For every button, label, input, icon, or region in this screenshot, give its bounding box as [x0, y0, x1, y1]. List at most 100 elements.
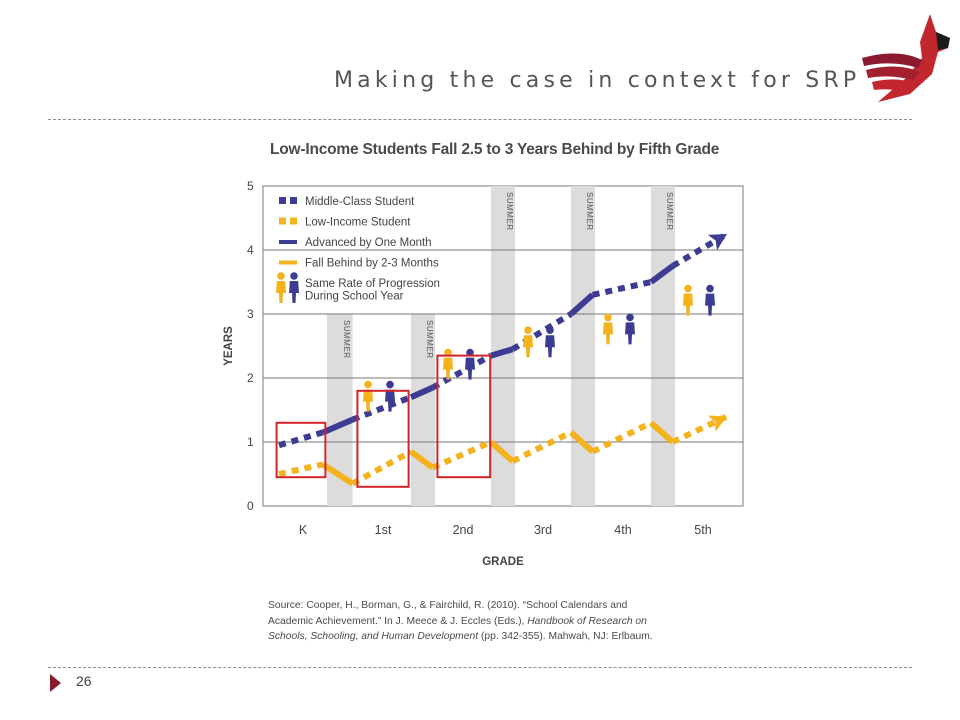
page-marker-icon [50, 674, 61, 692]
middle-class-student-icon-head [546, 326, 554, 334]
legend-label: Fall Behind by 2-3 Months [305, 258, 439, 270]
legend-low-income-figure-icon-head [277, 272, 285, 280]
middle-class-segment [591, 279, 652, 298]
summer-label: SUMMER [505, 192, 514, 231]
low-income-student-icon-head [524, 326, 532, 334]
y-tick-label: 0 [247, 499, 254, 513]
y-tick-label: 5 [247, 179, 254, 193]
middle-class-segment [569, 292, 595, 317]
low-income-segment [671, 413, 729, 445]
middle-class-segment [431, 352, 493, 391]
summer-band [651, 186, 675, 506]
middle-class-student-icon [465, 348, 475, 380]
low-income-student-icon-body [683, 293, 693, 316]
low-income-student-icon-body [523, 335, 533, 358]
slide-title: Making the case in context for SRP [334, 68, 861, 93]
middle-class-segment [351, 394, 413, 423]
highlight-box [356, 389, 410, 488]
legend-middle-class-swatch [290, 197, 297, 204]
low-income-student-icon-head [684, 284, 692, 293]
low-income-student-icon [603, 313, 613, 345]
y-tick-label: 4 [247, 243, 254, 257]
low-income-segment [431, 439, 493, 471]
low-income-student-icon-head [364, 380, 372, 389]
x-tick-label: 2nd [453, 523, 474, 537]
highlight-box [275, 421, 327, 479]
bottom-divider [48, 667, 912, 668]
legend-middle-class-figure-icon-head [290, 272, 298, 280]
middle-class-student-icon-body [545, 335, 555, 358]
x-tick-label: 5th [694, 523, 711, 537]
x-tick-label: 1st [375, 523, 392, 537]
x-tick-label: 3rd [534, 523, 552, 537]
chart-title: Low-Income Students Fall 2.5 to 3 Years … [270, 141, 720, 158]
low-income-student-icon-body [363, 389, 373, 412]
middle-class-student-icon-head [386, 380, 394, 389]
legend-low-income-figure-icon-body [276, 281, 286, 303]
source-line-2-title: Handbook of Research on [527, 615, 647, 627]
legend-middle-class-swatch [279, 197, 286, 204]
legend-label: Low-Income Student [305, 217, 411, 229]
legend-low-income-swatch [290, 217, 297, 225]
legend-label: Middle-Class Student [305, 196, 415, 208]
low-income-student-icon [363, 380, 373, 412]
middle-class-segment [321, 416, 354, 436]
low-income-segment [649, 420, 675, 445]
summer-band [571, 186, 595, 506]
summer-label: SUMMER [342, 320, 351, 359]
middle-class-arrow-icon [707, 234, 727, 251]
middle-class-student-icon-head [706, 284, 714, 293]
source-line-3-title: Schools, Schooling, and Human Developmen… [268, 631, 479, 642]
low-income-student-icon [683, 284, 693, 316]
middle-class-student-icon-body [625, 322, 635, 345]
summer-label: SUMMER [425, 320, 434, 359]
y-tick-label: 3 [247, 307, 254, 321]
source-line-3: (pp. 342-355). Mahwah, NJ: Erlbaum. [480, 631, 653, 642]
low-income-segment [569, 430, 595, 454]
summer-band [411, 314, 435, 506]
source-citation: Source: Cooper, H., Borman, G., & Fairch… [268, 598, 748, 645]
low-income-arrow-icon [707, 415, 727, 432]
legend-low-income-figure-icon [276, 272, 286, 303]
low-income-student-icon-body [603, 322, 613, 345]
middle-class-segment [511, 311, 573, 352]
legend-middle-class-figure-icon-body [289, 281, 299, 303]
middle-class-student-icon [385, 380, 395, 412]
middle-class-student-icon-head [466, 348, 474, 357]
x-axis-title: GRADE [482, 556, 524, 568]
middle-class-student-icon-head [626, 313, 634, 322]
low-income-student-icon [443, 348, 453, 380]
cardinal-logo-icon [862, 14, 950, 102]
middle-class-student-icon-body [705, 293, 715, 316]
low-income-segment [321, 461, 355, 487]
x-tick-label: K [299, 523, 308, 537]
middle-class-segment [278, 429, 324, 449]
low-income-student-icon-head [604, 313, 612, 322]
middle-class-student-icon-body [385, 389, 395, 412]
middle-class-segment [490, 346, 514, 359]
legend-label: Same Rate of Progression [305, 278, 440, 290]
low-income-segment [511, 429, 573, 464]
low-income-segment [489, 439, 515, 464]
low-income-student-icon [523, 326, 533, 358]
middle-class-student-icon [705, 284, 715, 316]
chart: SUMMER SUMMER SUMMER SUMMER SUMMER 0 1 2 3 4 5 K 1st… [223, 179, 744, 568]
source-line-1: Source: Cooper, H., Borman, G., & Fairch… [268, 600, 628, 611]
summer-label: SUMMER [665, 192, 674, 231]
low-income-segment [591, 420, 653, 455]
page-number: 26 [76, 673, 92, 689]
middle-class-segment [649, 263, 675, 285]
middle-class-student-icon-body [465, 357, 475, 380]
summer-label: SUMMER [585, 192, 594, 231]
legend-low-income-swatch [279, 217, 286, 225]
low-income-student-icon-body [443, 357, 453, 380]
low-income-segment [351, 448, 413, 487]
y-tick-label: 1 [247, 435, 254, 449]
x-tick-label: 4th [614, 523, 631, 537]
y-tick-label: 2 [247, 371, 254, 385]
low-income-segment [278, 461, 324, 477]
low-income-segment [409, 449, 435, 471]
legend-label: During School Year [305, 291, 404, 303]
middle-class-student-icon [545, 326, 555, 358]
low-income-student-icon-head [444, 348, 452, 357]
